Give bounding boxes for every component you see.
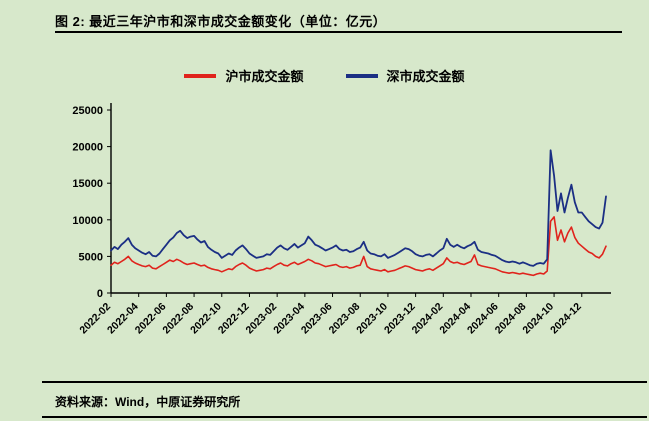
title-divider — [55, 31, 622, 33]
svg-text:25000: 25000 — [72, 105, 103, 117]
legend-item-shanghai: 沪市成交金额 — [184, 66, 304, 85]
figure-title: 图 2: 最近三年沪市和深市成交金额变化（单位：亿元） — [55, 14, 387, 29]
legend-label-shanghai: 沪市成交金额 — [225, 69, 304, 84]
source-note: 资料来源：Wind，中原证券研究所 — [55, 395, 241, 409]
footer-divider-bottom — [42, 416, 647, 418]
shanghai-line-swatch — [184, 73, 217, 78]
chart-legend: 沪市成交金额 深市成交金额 — [0, 66, 649, 85]
legend-item-shenzhen: 深市成交金额 — [345, 66, 465, 85]
shenzhen-line-swatch — [345, 73, 378, 78]
svg-text:15000: 15000 — [72, 178, 103, 190]
svg-text:10000: 10000 — [72, 215, 103, 227]
svg-text:20000: 20000 — [72, 142, 103, 154]
svg-text:0: 0 — [97, 288, 103, 300]
line-chart: 0 5000 10000 15000 20000 25000 2022-02 2022-04 2… — [46, 98, 616, 361]
svg-text:2024-12: 2024-12 — [548, 301, 584, 337]
chart-canvas: 05000100001500020000250002022-022022-042… — [72, 103, 611, 337]
svg-text:5000: 5000 — [79, 251, 103, 263]
legend-label-shenzhen: 深市成交金额 — [386, 69, 465, 84]
footer-divider-top — [42, 381, 647, 383]
